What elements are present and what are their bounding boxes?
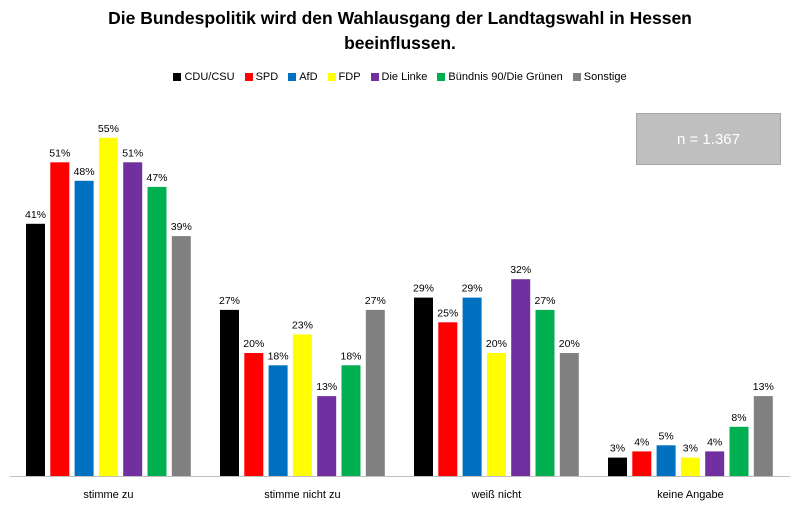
legend-label: CDU/CSU <box>184 71 235 83</box>
bar <box>292 334 312 476</box>
bar <box>74 180 94 477</box>
data-label: 20% <box>559 338 580 350</box>
data-label: 8% <box>731 412 746 424</box>
data-label: 25% <box>437 307 458 319</box>
legend-swatch <box>437 73 446 81</box>
category-label: keine Angabe <box>657 489 724 501</box>
data-label: 13% <box>753 381 774 393</box>
data-label: 27% <box>219 295 240 307</box>
data-label: 5% <box>659 430 674 442</box>
bar <box>414 297 433 476</box>
legend-label: FDP <box>338 71 361 83</box>
legend-label: Bündnis 90/Die Grünen <box>448 71 563 83</box>
legend-item-4: FDP <box>327 70 361 84</box>
legend-item-6: Bündnis 90/Die Grünen <box>437 70 563 84</box>
sample-size-label: n = 1.367 <box>677 130 740 148</box>
bar <box>50 162 70 477</box>
data-label: 29% <box>462 283 483 295</box>
data-label: 47% <box>146 172 167 184</box>
legend-item-7: Sonstige <box>572 70 627 84</box>
legend-label: Sonstige <box>583 71 627 83</box>
bar <box>244 353 264 476</box>
category-label: stimme zu <box>83 489 133 501</box>
legend-item-2: SPD <box>244 70 279 84</box>
data-label: 27% <box>365 295 386 307</box>
bar <box>753 396 773 477</box>
legend-swatch <box>288 73 297 81</box>
bar <box>656 445 676 477</box>
bar <box>98 137 118 477</box>
bar <box>462 297 482 476</box>
data-label: 51% <box>49 147 70 159</box>
legend-label: SPD <box>255 71 279 83</box>
bar <box>365 309 385 476</box>
bar <box>680 457 700 477</box>
legend-swatch <box>572 73 581 81</box>
bar <box>511 279 531 476</box>
bar <box>317 396 337 477</box>
data-label: 29% <box>413 283 434 295</box>
category-label: weiß nicht <box>471 489 522 501</box>
bar <box>220 309 239 476</box>
data-label: 23% <box>292 320 313 332</box>
chart-title: Die Bundespolitik wird den Wahlausgang d… <box>0 6 800 56</box>
data-label: 18% <box>268 350 289 362</box>
bar <box>705 451 725 476</box>
bar <box>729 426 749 476</box>
data-label: 55% <box>98 123 119 135</box>
legend-item-1: CDU/CSU <box>173 70 235 84</box>
data-label: 3% <box>610 443 625 455</box>
legend-item-3: AfD <box>288 70 318 84</box>
data-label: 48% <box>74 166 95 178</box>
data-label: 39% <box>171 221 192 233</box>
data-label: 41% <box>25 209 46 221</box>
bar <box>438 322 458 477</box>
chart-title-line-2: beeinflussen. <box>344 33 456 53</box>
bar <box>147 186 167 476</box>
bar <box>559 353 579 476</box>
legend-label: Die Linke <box>381 71 428 83</box>
data-label: 3% <box>683 443 698 455</box>
legend-label: AfD <box>299 71 318 83</box>
sample-size-box: n = 1.367 <box>636 113 781 165</box>
legend-item-5: Die Linke <box>370 70 428 84</box>
data-label: 4% <box>634 436 649 448</box>
data-label: 13% <box>316 381 337 393</box>
chart-title-line-1: Die Bundespolitik wird den Wahlausgang d… <box>108 8 692 28</box>
legend-swatch <box>370 73 379 81</box>
legend-swatch <box>173 73 182 81</box>
bar <box>268 365 288 476</box>
data-label: 20% <box>243 338 264 350</box>
data-label: 27% <box>534 295 555 307</box>
data-label: 4% <box>707 436 722 448</box>
bar <box>123 162 143 477</box>
bar <box>632 451 652 476</box>
bar <box>608 457 627 477</box>
bar <box>535 309 555 476</box>
data-label: 20% <box>486 338 507 350</box>
data-label: 18% <box>340 350 361 362</box>
chart-legend: CDU/CSU SPD AfD FDP Die Linke Bündnis 90/Die … <box>0 70 800 84</box>
legend-swatch <box>244 73 253 81</box>
data-label: 51% <box>122 147 143 159</box>
category-label: stimme nicht zu <box>264 489 340 501</box>
data-label: 32% <box>510 264 531 276</box>
bar <box>341 365 361 476</box>
legend-swatch <box>327 73 336 81</box>
bar <box>26 223 45 476</box>
bar <box>171 236 191 476</box>
bar <box>486 353 506 476</box>
